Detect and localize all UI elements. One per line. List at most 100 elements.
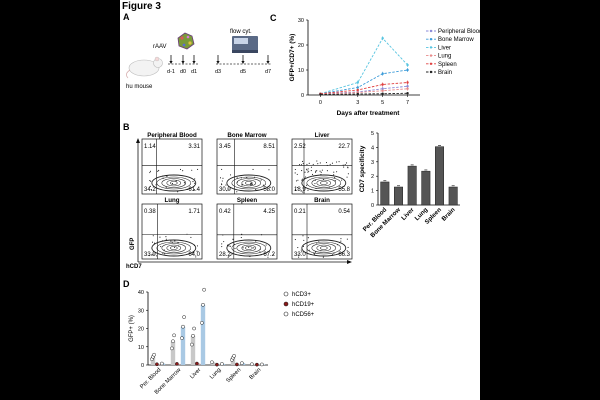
event-dot (314, 171, 317, 173)
event-dot (221, 243, 223, 245)
replicate-point (180, 336, 184, 341)
replicate-point (240, 361, 244, 366)
event-dot (155, 184, 157, 186)
legend-label: hCD56+ (292, 312, 315, 318)
event-dot (306, 169, 308, 171)
y-tick-label: 3 (371, 160, 374, 166)
contour-line (316, 244, 332, 252)
event-dot (346, 250, 348, 252)
legend-marker (429, 38, 433, 41)
event-dot (260, 254, 262, 256)
event-dot (170, 240, 172, 242)
bar (407, 165, 417, 206)
data-point (381, 87, 384, 90)
replicate-point (172, 333, 176, 338)
contour-line (320, 246, 328, 250)
event-dot (270, 186, 272, 188)
event-dot (242, 247, 244, 249)
raav-label: rAAV (153, 44, 167, 50)
contour-line (245, 181, 253, 185)
data-point (406, 87, 409, 90)
contour-line (231, 241, 267, 255)
y-tick-label: 20 (138, 327, 144, 333)
contour-line (245, 246, 253, 250)
event-dot (171, 241, 173, 243)
y-tick-label: 40 (138, 290, 144, 296)
flow-label: flow cyt. (230, 29, 252, 35)
event-dot (305, 168, 308, 170)
replicate-point (215, 362, 219, 367)
event-dot (339, 242, 341, 244)
event-dot (221, 180, 223, 182)
event-dot (149, 170, 151, 172)
timeline-arrowhead (266, 61, 270, 64)
y-tick-label: 30 (298, 18, 304, 24)
legend-marker (429, 29, 433, 33)
event-dot (326, 164, 328, 166)
event-dot (312, 175, 314, 177)
event-dot (307, 171, 309, 173)
bar (170, 341, 176, 365)
contour-line (226, 239, 272, 257)
event-dot (340, 240, 342, 242)
legend-label: Lung (438, 54, 451, 60)
event-dot (332, 254, 334, 256)
replicate-point (220, 362, 224, 366)
flow-plot-title: Peripheral Blood (147, 132, 197, 139)
event-dot (294, 189, 296, 191)
legend-label: hCD19+ (292, 302, 315, 308)
timeline-arrowhead (216, 61, 220, 64)
event-dot (333, 252, 335, 254)
event-dot (301, 170, 303, 172)
bar (448, 186, 458, 206)
event-dot (317, 163, 319, 165)
timeline-arrowhead (241, 61, 245, 64)
data-point (406, 92, 409, 95)
event-dot (316, 170, 318, 172)
event-dot (193, 252, 195, 254)
data-point (406, 68, 409, 72)
event-dot (310, 170, 312, 172)
bar (150, 356, 156, 365)
event-dot (344, 163, 346, 166)
x-tick-label: Liver (189, 367, 202, 380)
data-point (356, 92, 359, 96)
panel-b-flow-plots: GFP hCD7 Peripheral Blood 1.14 3.31 34.2 61.… (126, 132, 353, 270)
replicate-point (201, 302, 205, 307)
flow-plot-title: Liver (315, 132, 330, 139)
event-dot (313, 253, 316, 255)
quadrant-value-ur: 4.25 (263, 209, 275, 215)
event-dot (303, 177, 305, 179)
event-dot (301, 251, 303, 253)
quadrant-value-lr: 58.0 (263, 187, 275, 193)
bar (380, 181, 390, 206)
event-dot (347, 246, 349, 249)
event-dot (315, 251, 317, 253)
contour-line (241, 244, 257, 252)
event-dot (240, 177, 242, 179)
event-dot (315, 170, 317, 172)
event-dot (307, 168, 309, 170)
event-dot (175, 180, 177, 182)
replicate-point (255, 362, 259, 367)
event-dot (177, 191, 179, 193)
event-dot (227, 256, 229, 258)
event-dot (222, 177, 224, 179)
event-dot (165, 236, 167, 238)
contour-line (161, 243, 187, 253)
event-dot (234, 247, 236, 249)
y-tick-label: 30 (138, 308, 144, 314)
event-dot (312, 163, 314, 165)
event-dot (319, 162, 321, 164)
replicate-point (160, 361, 164, 366)
x-axis-label: Days after treatment (337, 110, 401, 117)
event-dot (249, 255, 251, 258)
flow-cytometer-illustration (232, 36, 258, 53)
event-dot (303, 191, 305, 193)
legend-label: Brain (438, 70, 452, 76)
event-dot (240, 236, 242, 239)
contour-line (151, 239, 197, 257)
quadrant-value-ll: 30.0 (219, 187, 231, 193)
data-point (381, 83, 384, 86)
